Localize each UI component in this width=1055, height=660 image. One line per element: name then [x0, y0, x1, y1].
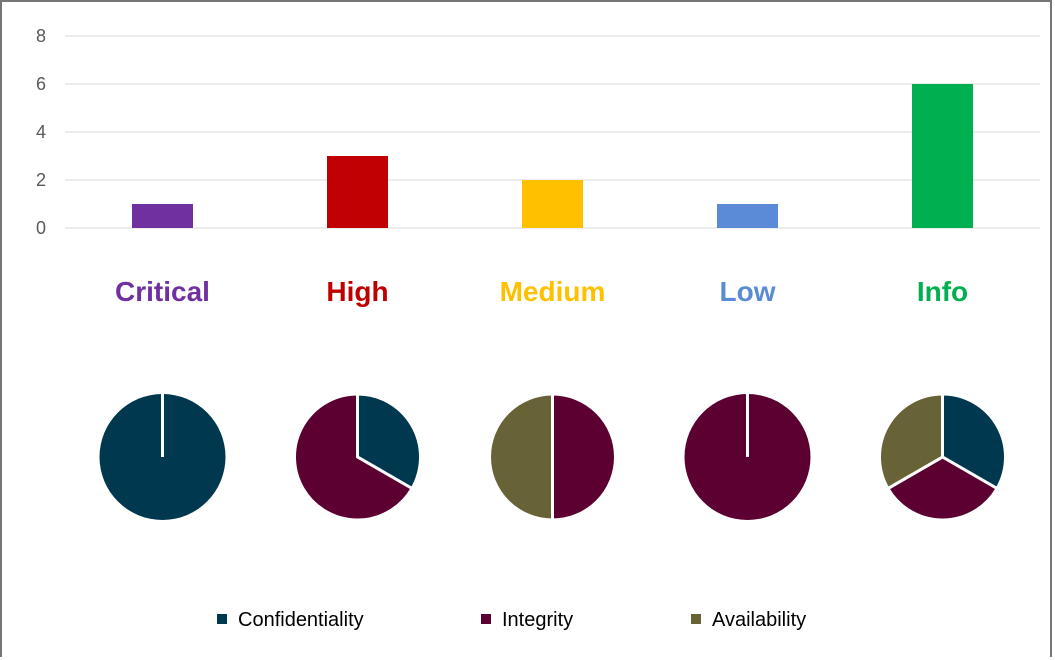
bar-medium [522, 180, 583, 228]
legend-item-availability: Availability [691, 609, 806, 631]
category-labels: Critical High Medium Low Info [115, 276, 968, 307]
bar-low [717, 204, 778, 228]
pie-slice-availability [878, 392, 944, 490]
y-tick-label: 6 [36, 74, 46, 94]
legend-label: Confidentiality [238, 609, 364, 631]
bar-critical [132, 204, 193, 228]
pie-medium [488, 392, 617, 522]
legend-item-integrity: Integrity [481, 609, 573, 631]
category-label-low: Low [720, 276, 776, 307]
y-axis-ticks: 0 2 4 6 8 [36, 26, 46, 238]
y-tick-label: 0 [36, 218, 46, 238]
pie-slice-availability [488, 392, 554, 522]
pie-slice-integrity [551, 392, 617, 522]
category-label-high: High [326, 276, 388, 307]
bar-info [912, 84, 973, 228]
legend-swatch [691, 614, 701, 624]
legend-label: Availability [712, 609, 806, 631]
legend-item-confidentiality: Confidentiality [217, 609, 364, 631]
y-tick-label: 4 [36, 122, 46, 142]
category-label-info: Info [917, 276, 968, 307]
y-tick-label: 8 [36, 26, 46, 46]
pie-high [293, 392, 422, 522]
category-label-medium: Medium [500, 276, 606, 307]
pie-info [878, 392, 1007, 522]
bar-high [327, 156, 388, 228]
bars [132, 84, 973, 228]
legend-swatch [481, 614, 491, 624]
legend-swatch [217, 614, 227, 624]
pie-critical [99, 394, 226, 520]
pies [99, 392, 1007, 522]
category-label-critical: Critical [115, 276, 210, 307]
legend-label: Integrity [502, 609, 573, 631]
y-tick-label: 2 [36, 170, 46, 190]
legend: Confidentiality Integrity Availability [217, 609, 806, 631]
pie-low [684, 394, 811, 520]
pie-slice-integrity [293, 392, 414, 522]
